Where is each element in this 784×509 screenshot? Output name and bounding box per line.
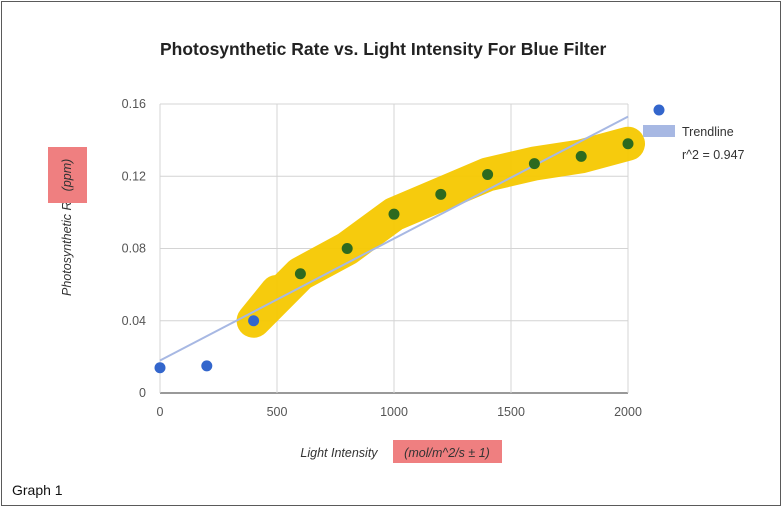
legend-trendline-swatch	[643, 125, 675, 137]
x-tick-label: 1500	[497, 405, 525, 419]
x-tick-label: 2000	[614, 405, 642, 419]
y-tick-label: 0.04	[122, 314, 146, 328]
data-point	[435, 188, 447, 200]
data-point	[528, 158, 540, 170]
data-point	[575, 150, 587, 162]
x-axis-unit-label: (mol/m^2/s ± 1)	[404, 446, 490, 460]
y-axis-unit-label: (ppm)	[60, 159, 74, 192]
y-tick-label: 0	[139, 386, 146, 400]
data-point	[482, 168, 494, 180]
legend-trendline-label: Trendline	[682, 125, 734, 139]
data-point	[201, 360, 213, 372]
x-tick-label: 1000	[380, 405, 408, 419]
y-tick-label: 0.12	[122, 169, 146, 183]
legend-r2-label: r^2 = 0.947	[682, 148, 745, 162]
x-axis-label: Light Intensity	[300, 446, 378, 460]
graph-caption: Graph 1	[12, 482, 63, 498]
data-point	[341, 243, 353, 254]
data-point	[248, 315, 260, 327]
y-tick-label: 0.16	[122, 97, 146, 111]
x-unit-highlight	[393, 440, 502, 463]
chart-title: Photosynthetic Rate vs. Light Intensity …	[160, 39, 607, 59]
x-tick-label: 0	[157, 405, 164, 419]
y-unit-highlight	[48, 147, 87, 203]
y-tick-label: 0.08	[122, 242, 146, 256]
data-point	[294, 268, 306, 280]
data-point	[154, 362, 166, 374]
x-tick-label: 500	[267, 405, 288, 419]
legend-series-marker	[653, 104, 665, 116]
data-point	[622, 138, 634, 150]
highlight-marker-stroke	[236, 126, 645, 338]
y-axis-label: Photosynthetic Rate	[60, 184, 74, 296]
trendline	[159, 115, 629, 362]
data-point	[388, 208, 400, 220]
